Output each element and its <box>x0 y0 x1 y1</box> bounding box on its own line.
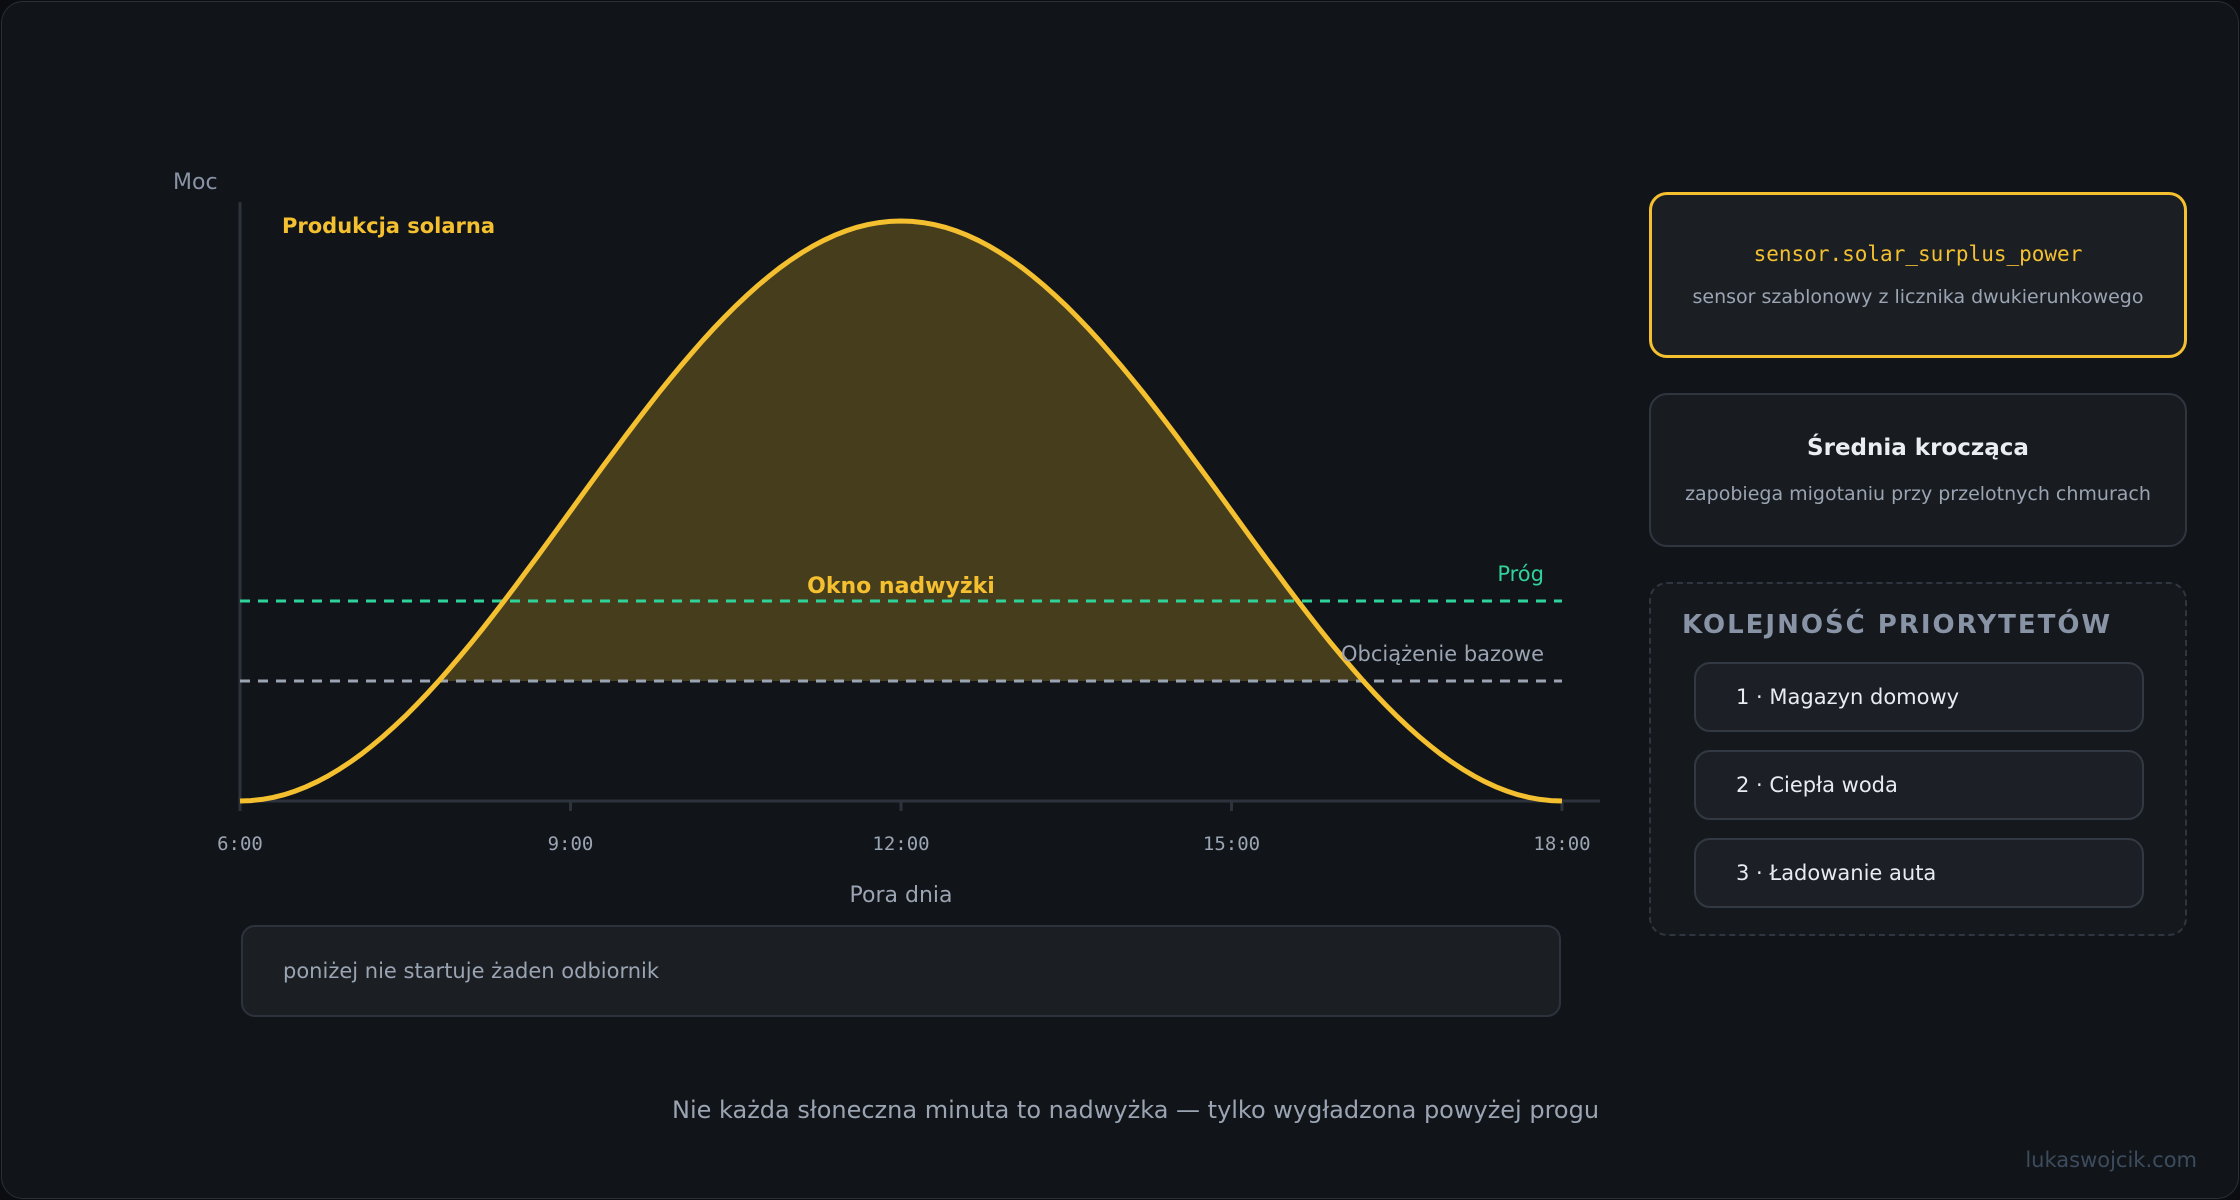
priority-item-car-charging: 3 · Ładowanie auta <box>1694 838 2144 908</box>
x-tick-marks <box>238 801 1564 811</box>
x-axis-label: Pora dnia <box>850 883 953 908</box>
x-tick-label: 6:00 <box>217 833 263 855</box>
x-tick-label: 12:00 <box>872 833 929 855</box>
threshold-note-text: poniżej nie startuje żaden odbiornik <box>283 959 660 983</box>
baseline-label: Obciążenie bazowe <box>1341 642 1544 666</box>
surplus-window-label: Okno nadwyżki <box>807 574 995 599</box>
priority-panel: KOLEJNOŚĆ PRIORYTETÓW 1 · Magazyn domowy… <box>1649 582 2187 936</box>
priority-item-label: 2 · Ciepła woda <box>1736 773 1898 797</box>
sensor-card-subtitle: sensor szablonowy z licznika dwukierunko… <box>1692 286 2144 308</box>
x-tick-label: 18:00 <box>1533 833 1590 855</box>
moving-average-title: Średnia krocząca <box>1807 435 2029 461</box>
x-tick-labels: 6:00 9:00 12:00 15:00 18:00 <box>217 833 1590 855</box>
sensor-card: sensor.solar_surplus_power sensor szablo… <box>1649 192 2187 358</box>
y-axis-label: Moc <box>173 170 218 195</box>
priority-item-home-battery: 1 · Magazyn domowy <box>1694 662 2144 732</box>
sensor-card-title: sensor.solar_surplus_power <box>1753 242 2083 266</box>
series-label: Produkcja solarna <box>282 214 495 238</box>
priority-item-label: 1 · Magazyn domowy <box>1736 685 1960 709</box>
footer-credit: lukaswojcik.com <box>2025 1148 2197 1172</box>
threshold-label: Próg <box>1497 562 1544 586</box>
x-tick-label: 9:00 <box>548 833 594 855</box>
footer-tagline: Nie każda słoneczna minuta to nadwyżka —… <box>672 1096 1600 1124</box>
surplus-window-area <box>438 221 1364 681</box>
priority-item-label: 3 · Ładowanie auta <box>1736 861 1937 885</box>
x-tick-label: 15:00 <box>1203 833 1260 855</box>
moving-average-subtitle: zapobiega migotaniu przy przelotnych chm… <box>1685 483 2151 505</box>
threshold-note: poniżej nie startuje żaden odbiornik <box>241 925 1561 1017</box>
moving-average-card: Średnia krocząca zapobiega migotaniu prz… <box>1649 393 2187 547</box>
solar-production-curve <box>239 218 1563 804</box>
priority-title: KOLEJNOŚĆ PRIORYTETÓW <box>1682 610 2113 640</box>
priority-item-hot-water: 2 · Ciepła woda <box>1694 750 2144 820</box>
